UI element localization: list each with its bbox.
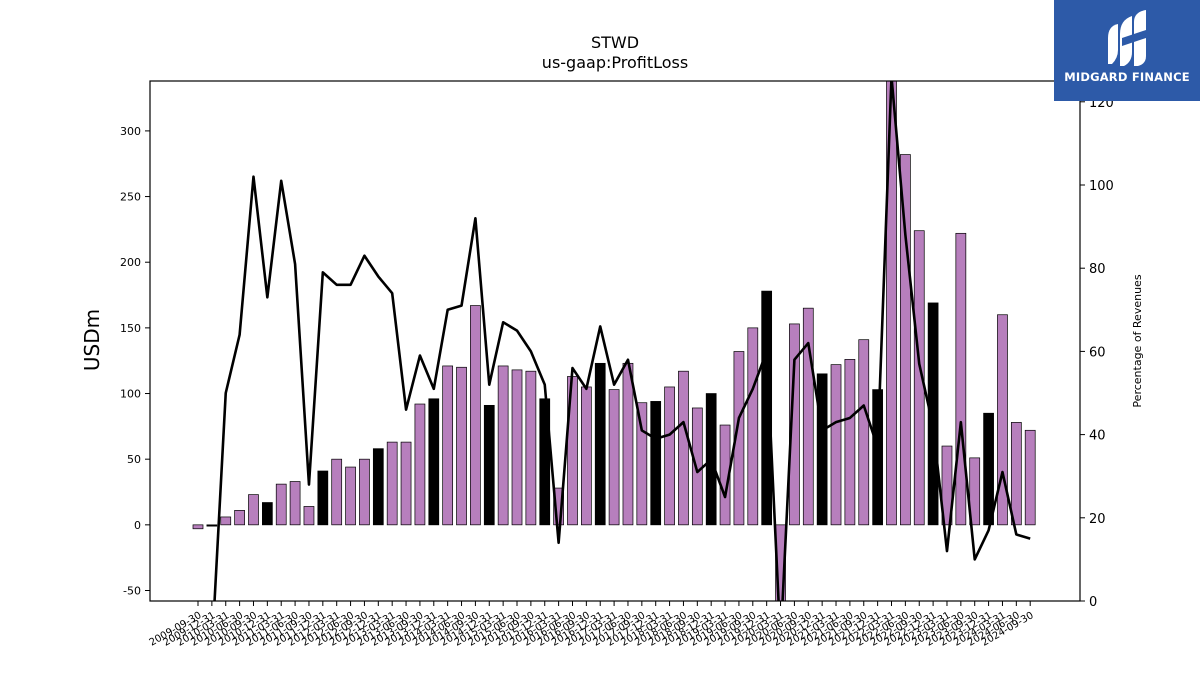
- bar: [789, 323, 800, 526]
- logo-text: MIDGARD FINANCE: [1064, 70, 1190, 84]
- bar: [886, 81, 897, 526]
- bar: [733, 351, 745, 526]
- bar: [581, 386, 592, 526]
- bar: [456, 366, 467, 526]
- bar: [220, 516, 232, 526]
- bar: [359, 458, 370, 526]
- bar: [927, 302, 939, 526]
- bar-series: [192, 81, 1036, 601]
- bar: [414, 403, 426, 526]
- ratio-line: [213, 81, 1031, 601]
- chart-subtitle: us-gaap:ProfitLoss: [542, 53, 688, 72]
- bar: [372, 448, 384, 526]
- y2-tick-label: 40: [1089, 429, 1106, 444]
- bar: [553, 487, 564, 526]
- y2-axis-label: Percentage of Revenues: [1131, 274, 1144, 407]
- bar: [650, 401, 662, 526]
- bar: [636, 402, 648, 526]
- bar: [983, 412, 994, 526]
- y-tick-label: -50: [123, 584, 141, 597]
- bar: [511, 369, 523, 526]
- y-tick-label: 200: [120, 256, 141, 269]
- plot-frame: [149, 80, 1081, 602]
- bar: [594, 362, 606, 526]
- bar: [802, 307, 814, 526]
- y-tick-label: 0: [134, 519, 141, 532]
- y-tick-label: 150: [120, 322, 141, 335]
- bar: [608, 389, 620, 526]
- bar: [497, 365, 509, 526]
- bar: [470, 305, 481, 526]
- bar: [858, 339, 870, 526]
- bar: [969, 457, 981, 526]
- y-tick-label: 300: [120, 125, 141, 138]
- bar: [872, 389, 883, 526]
- bar: [234, 510, 245, 526]
- y2-tick-label: 80: [1089, 262, 1106, 277]
- bar: [997, 314, 1008, 526]
- bar: [816, 373, 828, 526]
- bar: [248, 494, 259, 526]
- bar: [303, 506, 315, 526]
- bar: [900, 154, 911, 526]
- bar: [525, 370, 537, 526]
- chart-title: STWD: [591, 33, 639, 52]
- bar: [483, 404, 495, 526]
- bar: [386, 441, 398, 526]
- bar: [1024, 429, 1036, 526]
- bar: [428, 398, 440, 526]
- bar: [691, 407, 703, 526]
- y2-tick-label: 20: [1089, 512, 1106, 527]
- bar: [317, 470, 329, 526]
- y-axis-label: USDm: [80, 309, 104, 371]
- line-series: [213, 81, 1031, 601]
- bar: [400, 441, 412, 526]
- bar: [622, 362, 634, 526]
- bar: [192, 524, 204, 530]
- bar: [275, 483, 287, 526]
- bar: [262, 502, 273, 526]
- y2-tick-label: 100: [1089, 179, 1114, 194]
- bar: [289, 481, 301, 526]
- bar: [844, 359, 856, 526]
- bar: [206, 524, 218, 527]
- y-tick-label: 100: [120, 388, 141, 401]
- bar: [830, 364, 842, 526]
- bar: [955, 232, 967, 526]
- bar: [664, 386, 675, 526]
- y-tick-label: 250: [120, 191, 141, 204]
- brand-logo: MIDGARD FINANCE: [1054, 0, 1200, 101]
- bar: [678, 370, 689, 526]
- bar: [761, 290, 773, 526]
- logo-mark-icon: [1108, 10, 1146, 66]
- bar: [1010, 422, 1022, 526]
- bar: [941, 445, 953, 526]
- bar: [331, 458, 343, 526]
- axes: -500501001502002503000204060801001202009…: [120, 80, 1114, 649]
- y2-tick-label: 0: [1089, 595, 1097, 610]
- bar: [747, 327, 759, 526]
- bar: [345, 466, 356, 526]
- y2-tick-label: 60: [1089, 345, 1106, 360]
- y-tick-label: 50: [127, 453, 141, 466]
- bar: [442, 365, 454, 526]
- bar: [913, 230, 925, 526]
